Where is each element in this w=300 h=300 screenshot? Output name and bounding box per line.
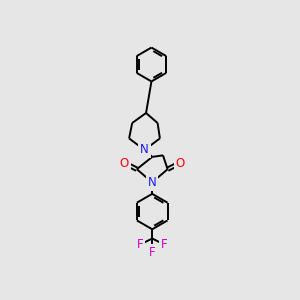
Text: F: F	[149, 246, 155, 259]
Text: F: F	[161, 238, 168, 251]
Text: N: N	[148, 176, 157, 189]
Text: O: O	[120, 157, 129, 169]
Text: O: O	[175, 157, 184, 169]
Text: F: F	[136, 238, 143, 251]
Text: N: N	[140, 143, 149, 157]
